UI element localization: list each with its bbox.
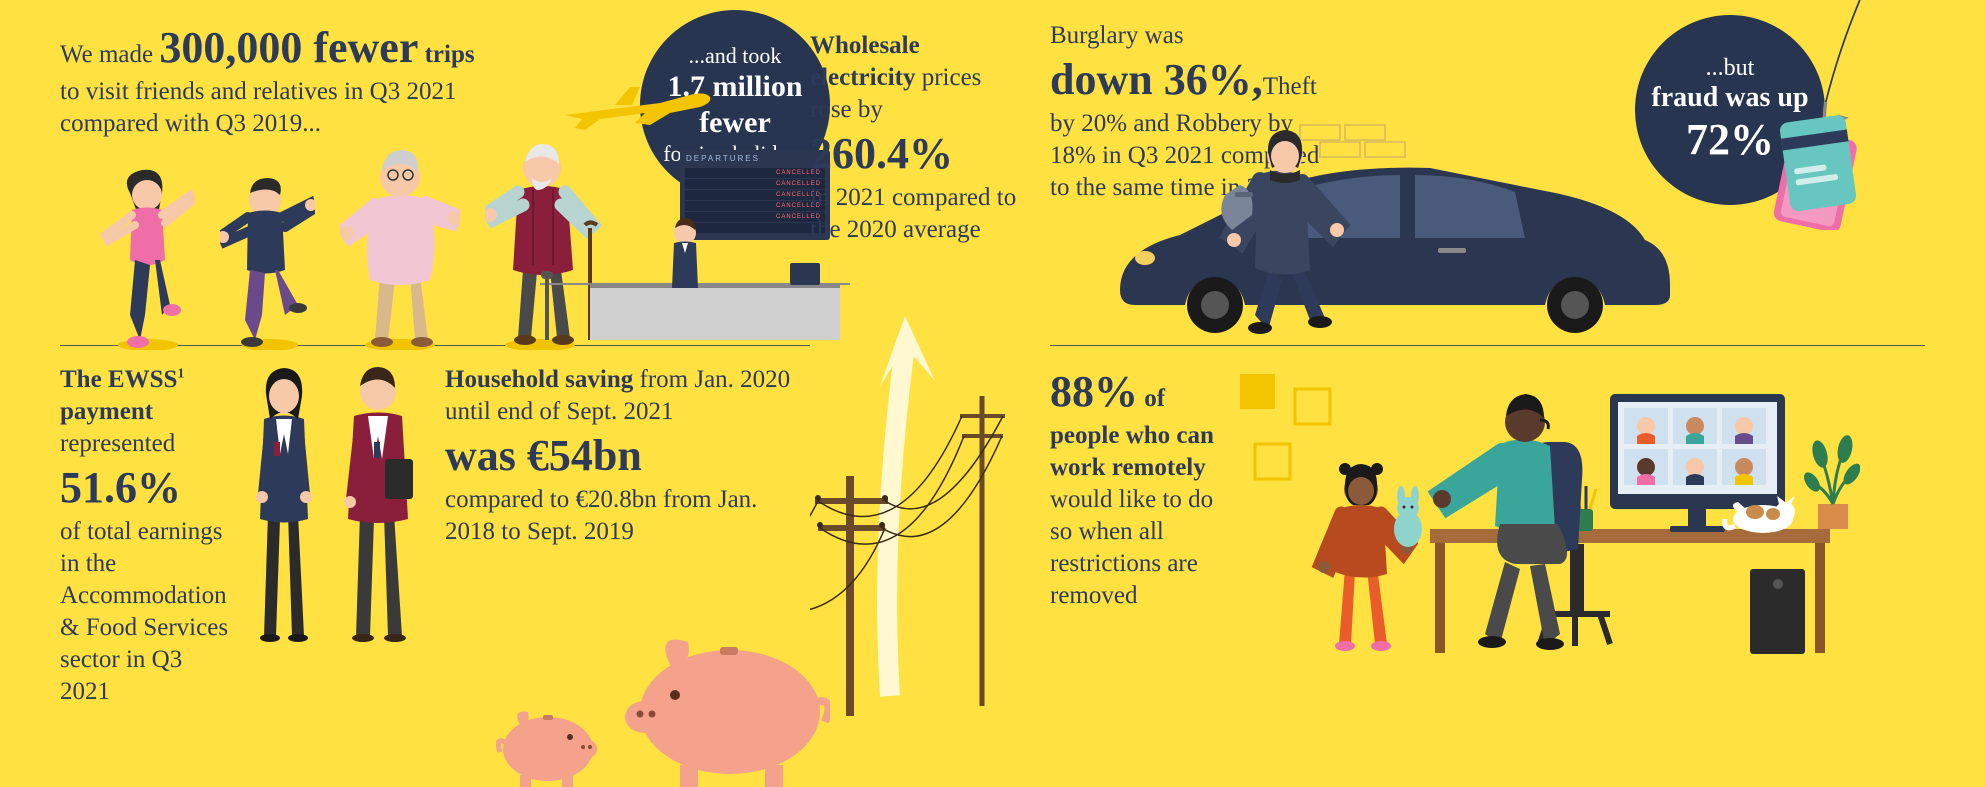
ewss-l2: represented bbox=[60, 430, 175, 457]
badge2-mid: fraud was up bbox=[1651, 82, 1808, 114]
ewss-l1b: payment bbox=[60, 398, 153, 425]
remote-stat: 88% bbox=[1050, 367, 1138, 416]
piggybanks-illustration bbox=[490, 617, 830, 787]
burg-l1: Burglary was bbox=[1050, 22, 1184, 49]
badge2-stat: 72% bbox=[1686, 115, 1774, 166]
grandma-icon bbox=[340, 145, 460, 350]
elec-l1: Wholesale electricity bbox=[810, 32, 920, 91]
ewss-stat: 51.6% bbox=[60, 463, 181, 512]
elec-copy: Wholesale electricity prices rose by 260… bbox=[810, 30, 1020, 246]
waiter-icon bbox=[330, 364, 425, 644]
ewss-copy: The EWSS1 payment represented 51.6% of t… bbox=[60, 364, 230, 708]
remote-rest: would like to do so when all restriction… bbox=[1050, 486, 1213, 609]
boy-icon bbox=[220, 175, 315, 350]
trips-post: trips bbox=[418, 41, 474, 68]
powerlines-illustration bbox=[810, 276, 1020, 716]
remote-copy: 88% of people who can work remotely woul… bbox=[1050, 364, 1225, 612]
panel-saving: Household saving from Jan. 2020 until en… bbox=[445, 364, 810, 757]
panel-ewss: The EWSS1 payment represented 51.6% of t… bbox=[60, 364, 425, 757]
big-pig-icon bbox=[620, 617, 830, 787]
saving-copy: Household saving from Jan. 2020 until en… bbox=[445, 364, 810, 548]
trips-copy: We made 300,000 fewer trips to visit fri… bbox=[60, 20, 540, 140]
trips-line2: to visit friends and relatives in Q3 202… bbox=[60, 78, 456, 137]
burg-stat: down 36%, bbox=[1050, 55, 1263, 104]
trips-stat: 300,000 fewer bbox=[159, 23, 418, 72]
panel-burglary: Burglary was down 36%,Theft by 20% and R… bbox=[1050, 20, 1925, 335]
badge2-pre: ...but bbox=[1706, 55, 1755, 83]
remote-l1: of bbox=[1138, 385, 1165, 412]
panel-electricity: Wholesale electricity prices rose by 260… bbox=[810, 30, 1020, 716]
saving-stat: was €54bn bbox=[445, 431, 642, 480]
plane-icon bbox=[560, 75, 720, 135]
elec-rest: in 2021 compared to the 2020 average bbox=[810, 184, 1016, 243]
badge1-pre: ...and took bbox=[689, 43, 782, 69]
divider bbox=[1050, 345, 1925, 346]
ewss-sup: 1 bbox=[177, 367, 184, 382]
ewss-l1a: The EWSS bbox=[60, 366, 177, 393]
burglar-scene bbox=[1070, 120, 1690, 335]
panel-trips: We made 300,000 fewer trips to visit fri… bbox=[60, 20, 810, 335]
family-illustration bbox=[100, 140, 605, 350]
girl-icon bbox=[100, 165, 195, 350]
hospitality-staff-illustration bbox=[240, 364, 425, 644]
trips-pre: We made bbox=[60, 41, 159, 68]
remote-work-illustration bbox=[1240, 354, 1860, 654]
ewss-rest: of total earnings in the Accommodation &… bbox=[60, 518, 228, 705]
saving-l1a: Household saving bbox=[445, 366, 633, 393]
elec-stat: 260.4% bbox=[810, 129, 953, 178]
clerk-icon bbox=[660, 218, 710, 288]
board-title: DEPARTURES bbox=[680, 150, 830, 167]
waitress-icon bbox=[240, 364, 320, 644]
airport-illustration: DEPARTURES CANCELLED CANCELLED CANCELLED… bbox=[590, 150, 840, 340]
saving-rest: compared to €20.8bn from Jan. 2018 to Se… bbox=[445, 486, 757, 545]
remote-l2: people who can work remotely bbox=[1050, 422, 1214, 481]
panel-remote: 88% of people who can work remotely woul… bbox=[1050, 364, 1925, 757]
small-pig-icon bbox=[490, 697, 600, 787]
wall-decor-icon bbox=[1240, 374, 1360, 494]
